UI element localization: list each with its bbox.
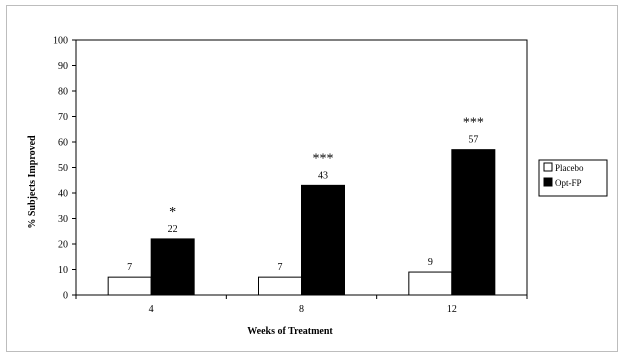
legend: Placebo Opt-FP [538, 159, 608, 197]
y-tick-label: 90 [58, 61, 68, 72]
bar-opt-fp-4 [150, 238, 195, 296]
bar-placebo-8 [258, 276, 302, 296]
y-tick-label: 20 [58, 240, 68, 251]
y-tick-label: 50 [58, 163, 68, 174]
data-label: 22 [168, 224, 178, 235]
y-tick-label: 0 [63, 291, 68, 302]
data-label: 9 [428, 257, 433, 268]
bar-opt-fp-8 [301, 184, 345, 296]
data-label: 43 [318, 170, 328, 181]
data-label: 7 [127, 262, 132, 273]
x-tick-label: 4 [149, 304, 154, 315]
legend-swatch-opt-fp [543, 177, 553, 187]
x-tick-label: 8 [299, 304, 304, 315]
x-axis-title: Weeks of Treatment [247, 326, 333, 337]
bar-placebo-12 [408, 271, 453, 296]
data-label: 57 [468, 135, 478, 146]
bar-opt-fp-12 [451, 149, 496, 296]
chart-frame [6, 5, 618, 352]
y-tick-label: 10 [58, 265, 68, 276]
bar-placebo-4 [107, 276, 152, 296]
legend-label: Opt-FP [555, 178, 582, 188]
y-tick-label: 70 [58, 112, 68, 123]
legend-label: Placebo [555, 163, 584, 173]
y-axis-title: % Subjects Improved [27, 135, 38, 229]
y-tick-label: 80 [58, 87, 68, 98]
significance-marker: * [169, 205, 176, 220]
significance-marker: *** [463, 116, 484, 131]
y-tick-label: 30 [58, 214, 68, 225]
significance-marker: *** [313, 151, 334, 166]
x-tick-label: 12 [447, 304, 457, 315]
y-tick-label: 100 [53, 36, 68, 47]
legend-swatch-placebo [543, 162, 553, 172]
data-label: 7 [278, 262, 283, 273]
y-tick-label: 40 [58, 189, 68, 200]
plot-area: 0 10 20 30 40 50 60 70 80 90 100 4 7 22 * 8 7 43 *** 12 9 57 *… [53, 36, 528, 315]
y-tick-label: 60 [58, 138, 68, 149]
